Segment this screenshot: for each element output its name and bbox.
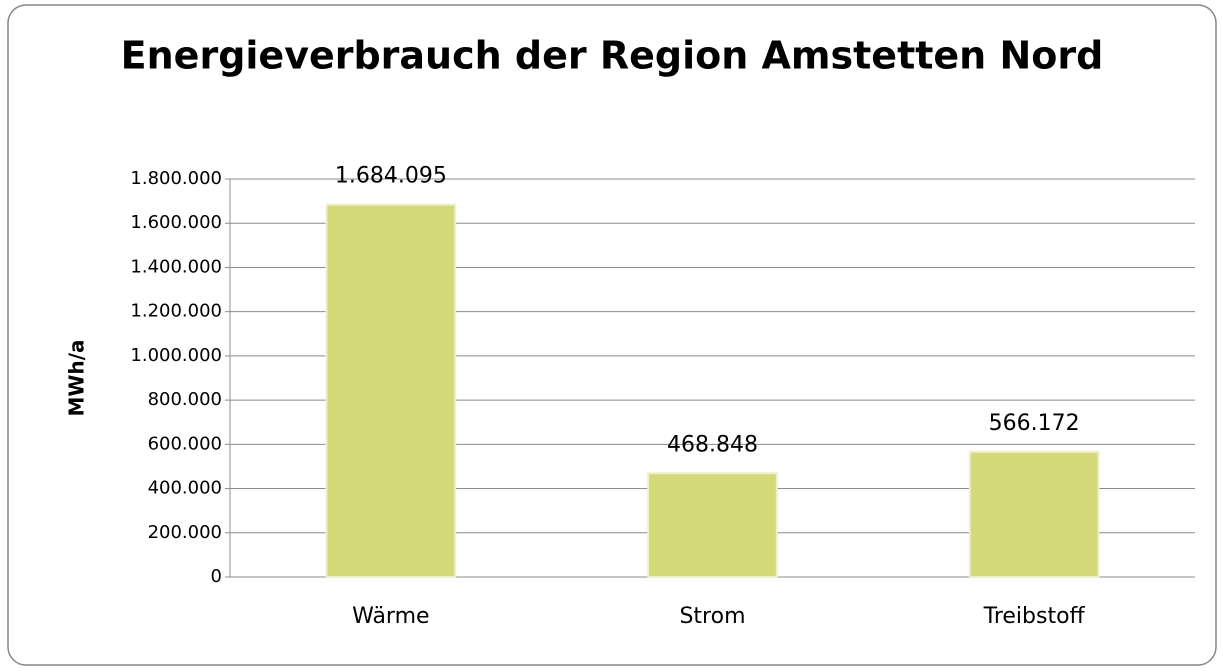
y-tick-label: 600.000 [148,433,222,454]
value-label: 1.684.095 [335,164,447,189]
y-tick-label: 1.200.000 [130,301,222,322]
x-tick-label: Strom [679,604,745,629]
value-label: 468.848 [667,432,758,457]
y-tick-label: 400.000 [148,478,222,499]
chart-title: Energieverbrauch der Region Amstetten No… [121,34,1104,78]
y-tick-label: 1.600.000 [130,212,222,233]
y-tick-label: 0 [211,566,222,587]
y-tick-label: 1.000.000 [130,345,222,366]
x-tick-label: Treibstoff [983,604,1086,629]
value-label: 566.172 [989,411,1080,436]
y-tick-label: 200.000 [148,522,222,543]
y-tick-label: 800.000 [148,389,222,410]
y-axis-label: MWh/a [65,339,89,416]
bar [647,472,778,578]
y-tick-label: 1.400.000 [130,256,222,277]
x-tick-label: Wärme [352,604,429,629]
bar [968,450,1100,578]
bar [325,203,457,579]
y-tick-label: 1.800.000 [130,168,222,189]
chart-frame [7,4,1217,666]
